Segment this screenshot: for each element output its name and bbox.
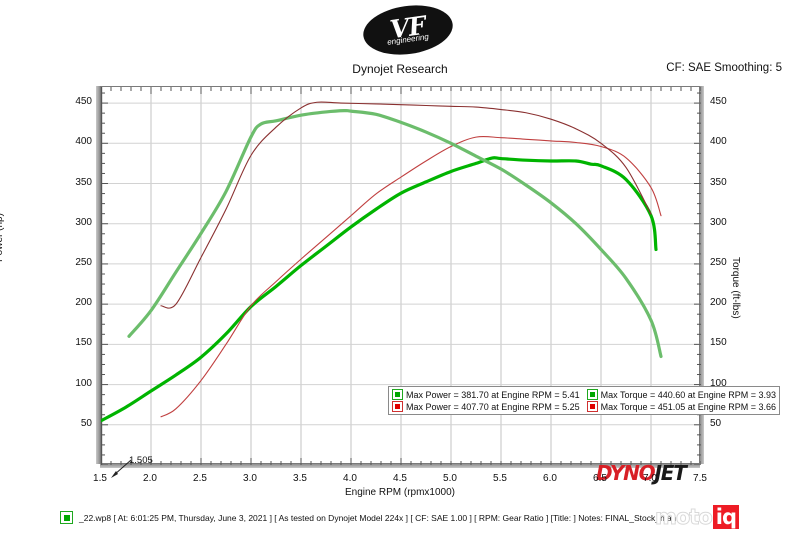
y-tick-right-label: 450 — [710, 96, 727, 108]
left-scale-bar — [96, 86, 100, 464]
dynojet-jet-text: JET — [654, 461, 686, 485]
legend[interactable]: Max Power = 381.70 at Engine RPM = 5.41 … — [388, 386, 781, 415]
y-tick-left-label: 200 — [75, 297, 92, 309]
footer-caption-text: _22.wp8 [ At: 6:01:25 PM, Thursday, June… — [79, 512, 679, 523]
y-tick-left-label: 300 — [75, 216, 92, 228]
legend-item-green-torque[interactable]: Max Torque = 440.60 at Engine RPM = 3.93 — [586, 389, 777, 400]
green-swatch-icon — [392, 389, 403, 400]
y-tick-right-label: 200 — [710, 297, 727, 309]
curve-3 — [160, 101, 652, 309]
y-tick-right-label: 150 — [710, 337, 727, 349]
y-tick-right-label: 250 — [710, 256, 727, 268]
motoiq-logo: moto iq — [655, 505, 740, 530]
legend-red-torque-label: Max Torque = 451.05 at Engine RPM = 3.66 — [600, 401, 777, 412]
y-tick-right-label: 400 — [710, 136, 727, 148]
x-tick-label: 1.5 — [93, 473, 107, 484]
y-tick-right-label: 100 — [710, 377, 727, 389]
x-tick-label: 7.5 — [693, 473, 707, 484]
chart-title: Dynojet Research — [352, 62, 448, 76]
dynojet-dyno-text: DYNO — [596, 461, 656, 485]
red-swatch-icon — [392, 401, 403, 412]
y-axis-left-title: Power (hp) — [0, 213, 5, 262]
x-tick-label: 5.0 — [443, 473, 457, 484]
y-tick-left-label: 150 — [75, 337, 92, 349]
legend-column-power: Max Power = 381.70 at Engine RPM = 5.41 … — [392, 389, 580, 412]
y-tick-left-label: 250 — [75, 256, 92, 268]
curve-0 — [101, 156, 658, 423]
x-tick-label: 3.0 — [243, 473, 257, 484]
curve-group — [101, 101, 663, 423]
x-tick-label: 6.5 — [593, 473, 607, 484]
axis-ticks — [101, 87, 701, 465]
cursor-value-label: 1.505 — [129, 455, 153, 466]
footer-caption-row: _22.wp8 [ At: 6:01:25 PM, Thursday, June… — [60, 511, 678, 524]
motoiq-iq-box: iq — [712, 505, 740, 529]
y-tick-right-label: 300 — [710, 216, 727, 228]
x-tick-label: 4.0 — [343, 473, 357, 484]
legend-red-power-label: Max Power = 407.70 at Engine RPM = 5.25 — [406, 401, 580, 412]
y-tick-right-label: 50 — [710, 417, 722, 429]
legend-item-green-power[interactable]: Max Power = 381.70 at Engine RPM = 5.41 — [392, 389, 580, 400]
red-swatch-icon — [586, 401, 598, 412]
x-tick-label: 2.5 — [193, 473, 207, 484]
footer-green-swatch-icon — [60, 511, 73, 524]
curve-2 — [127, 108, 663, 359]
x-tick-label: 6.0 — [543, 473, 557, 484]
vf-engineering-logo: VF engineering — [360, 0, 456, 61]
green-swatch-icon — [586, 389, 598, 400]
legend-item-red-power[interactable]: Max Power = 407.70 at Engine RPM = 5.25 — [392, 401, 580, 412]
legend-green-torque-label: Max Torque = 440.60 at Engine RPM = 3.93 — [600, 389, 777, 400]
curve-1 — [160, 135, 662, 418]
motoiq-iq-text: iq — [715, 505, 737, 529]
x-tick-label: 3.5 — [293, 473, 307, 484]
x-tick-label: 7.0 — [643, 473, 657, 484]
y-tick-right-label: 350 — [710, 176, 727, 188]
right-scale-bar — [700, 86, 704, 464]
y-tick-left-label: 100 — [75, 377, 92, 389]
y-tick-left-label: 450 — [75, 96, 92, 108]
legend-column-torque: Max Torque = 440.60 at Engine RPM = 3.93… — [586, 389, 777, 412]
legend-green-power-label: Max Power = 381.70 at Engine RPM = 5.41 — [406, 389, 580, 400]
legend-item-red-torque[interactable]: Max Torque = 451.05 at Engine RPM = 3.66 — [586, 401, 777, 412]
correction-factor-label: CF: SAE Smoothing: 5 — [666, 62, 782, 74]
cursor-leader-arrow-icon — [111, 459, 132, 478]
bottom-scale-bar — [100, 464, 700, 468]
x-tick-label: 4.5 — [393, 473, 407, 484]
x-axis-title: Engine RPM (rpmx1000) — [344, 487, 456, 498]
motoiq-moto-text: moto — [655, 505, 714, 530]
y-tick-left-label: 50 — [80, 417, 92, 429]
y-tick-left-label: 400 — [75, 136, 92, 148]
x-tick-label: 2.0 — [143, 473, 157, 484]
dynojet-watermark: DYNOJET — [596, 461, 687, 485]
x-tick-label: 5.5 — [493, 473, 507, 484]
y-tick-left-label: 350 — [75, 176, 92, 188]
